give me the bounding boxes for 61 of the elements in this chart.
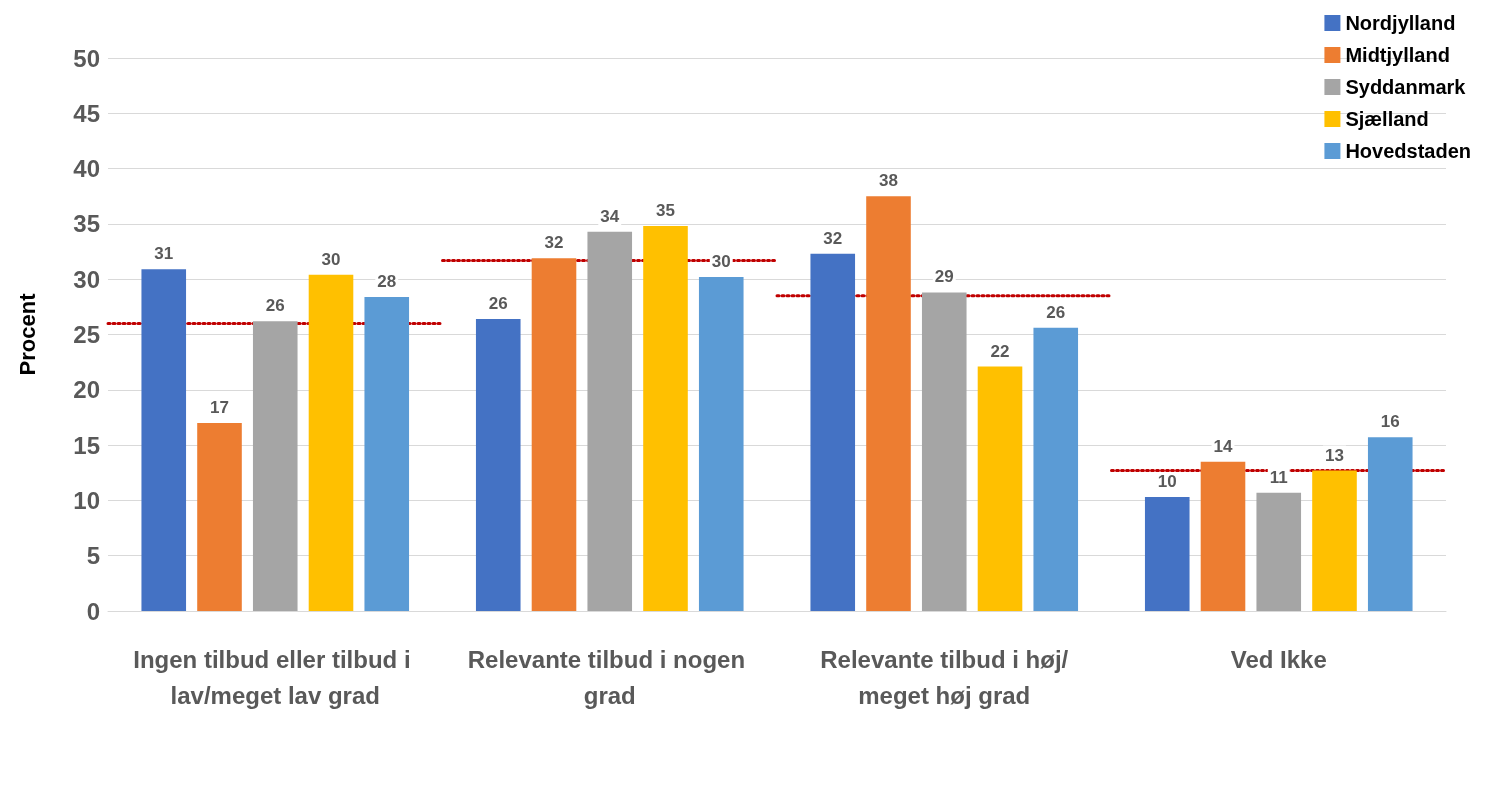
bar <box>921 292 967 611</box>
y-tick-label: 0 <box>86 597 100 625</box>
data-label: 26 <box>488 294 508 314</box>
bar <box>252 321 298 611</box>
bar <box>141 269 187 611</box>
legend-label: Syddanmark <box>1345 76 1467 98</box>
bar <box>1312 470 1357 611</box>
y-tick-label: 5 <box>86 542 100 570</box>
y-tick-label: 30 <box>73 265 100 293</box>
data-label: 17 <box>210 397 229 417</box>
x-tick-label: Relevante tilbud i nogen grad <box>467 645 752 709</box>
data-label: 30 <box>711 251 731 271</box>
x-tick-label: Ved Ikke <box>1230 645 1327 673</box>
data-label: 13 <box>1325 445 1344 465</box>
bar <box>698 276 744 611</box>
bar <box>531 258 577 611</box>
x-tick-label: Relevante tilbud i høj/meget høj grad <box>820 645 1069 709</box>
bar <box>1033 327 1079 611</box>
bar <box>810 253 856 611</box>
legend-label: Midtjylland <box>1345 44 1450 66</box>
legend-label: Nordjylland <box>1345 12 1456 34</box>
y-tick-label: 25 <box>73 321 100 348</box>
data-label: 11 <box>1269 467 1288 487</box>
data-label: 38 <box>879 171 898 191</box>
x-tick-label: Ingen tilbud eller tilbud i lav/meget lav grad <box>133 645 418 709</box>
bar <box>1367 437 1413 611</box>
bar <box>587 231 633 611</box>
bar <box>1144 497 1190 611</box>
data-label: 31 <box>154 244 174 264</box>
y-tick-label: 35 <box>73 210 100 238</box>
bar <box>308 274 354 611</box>
data-label: 28 <box>377 271 397 291</box>
y-tick-label: 20 <box>73 376 100 404</box>
bar <box>475 319 521 611</box>
data-label: 16 <box>1380 412 1400 432</box>
data-label: 29 <box>934 267 954 287</box>
data-label: 26 <box>1046 302 1066 322</box>
y-tick-label: 10 <box>73 486 100 514</box>
bar <box>643 226 688 611</box>
y-tick-label: 45 <box>73 99 100 127</box>
data-label: 14 <box>1213 436 1233 456</box>
bar <box>1200 461 1246 611</box>
y-axis-title: Procent <box>14 292 40 376</box>
bar <box>866 196 911 611</box>
bar <box>977 366 1023 611</box>
data-label: 26 <box>265 296 285 316</box>
y-tick-label: 40 <box>73 155 100 183</box>
y-tick-label: 15 <box>73 431 100 459</box>
legend-label: Sjælland <box>1345 108 1429 130</box>
data-label: 34 <box>600 206 620 226</box>
legend-label: Hovedstaden <box>1345 140 1472 162</box>
bar <box>1256 492 1302 611</box>
data-label: 32 <box>823 228 843 248</box>
data-label: 10 <box>1157 472 1177 492</box>
data-label: 32 <box>544 233 564 253</box>
data-label: 35 <box>656 201 675 221</box>
data-label: 30 <box>321 249 341 269</box>
y-tick-label: 50 <box>73 44 100 72</box>
bar <box>364 296 410 611</box>
bar <box>197 422 242 611</box>
data-label: 22 <box>990 341 1010 361</box>
